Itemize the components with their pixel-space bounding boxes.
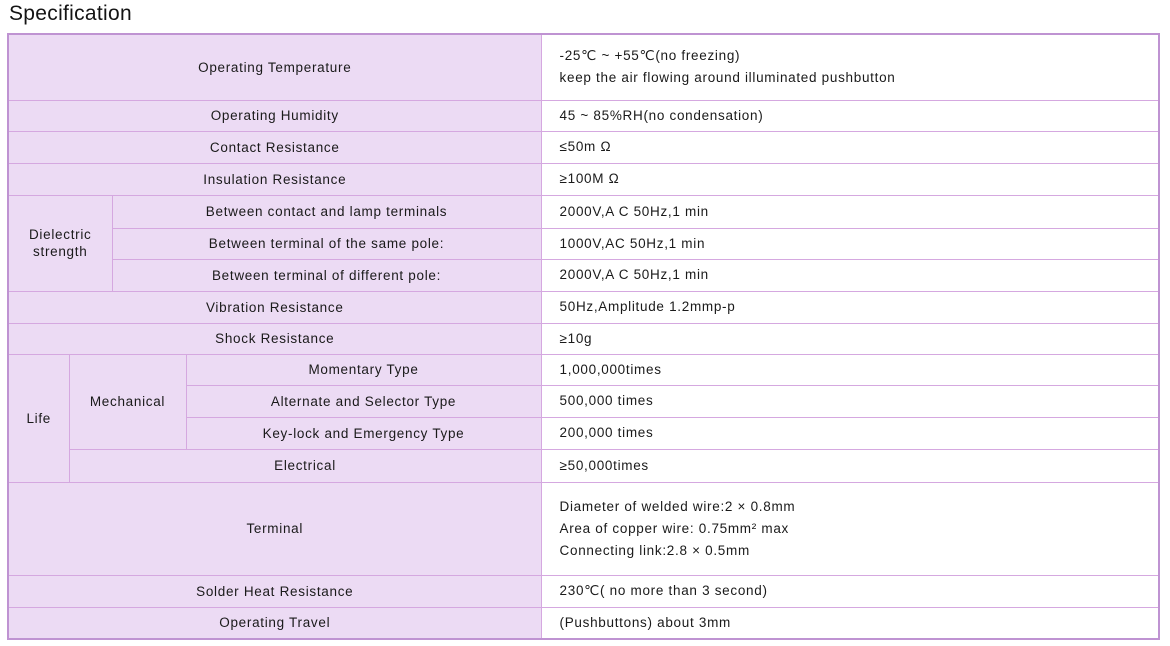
row-insulation-resistance: Insulation Resistance ≥100M Ω — [7, 162, 1160, 196]
label-insulation-resistance: Insulation Resistance — [7, 162, 542, 196]
label-operating-humidity: Operating Humidity — [7, 99, 542, 132]
label-alternate-and-selector-type: Alternate and Selector Type — [185, 384, 542, 418]
value-operating-temperature-line1: -25℃ ~ +55℃(no freezing) — [559, 48, 741, 64]
row-dielectric-contact-lamp: Dielectric strength Between contact and … — [7, 194, 1160, 292]
value-operating-temperature: -25℃ ~ +55℃(no freezing) keep the air fl… — [540, 33, 1160, 101]
row-dielectric-same-pole: Between terminal of the same pole: 1000V… — [8, 227, 1160, 260]
row-operating-travel: Operating Travel (Pushbuttons) about 3mm — [7, 606, 1160, 639]
row-operating-humidity: Operating Humidity 45 ~ 85%RH(no condens… — [7, 99, 1160, 132]
label-dielectric-strength-group: Dielectric strength — [7, 194, 113, 292]
label-contact-resistance: Contact Resistance — [7, 130, 542, 164]
label-shock-resistance: Shock Resistance — [7, 322, 542, 355]
row-contact-resistance: Contact Resistance ≤50m Ω — [7, 130, 1160, 164]
label-operating-travel: Operating Travel — [7, 606, 542, 639]
value-keylock-and-emergency-type: 200,000 times — [540, 416, 1160, 450]
value-momentary-type: 1,000,000times — [540, 353, 1160, 386]
value-operating-travel: (Pushbuttons) about 3mm — [540, 606, 1160, 639]
row-solder-heat-resistance: Solder Heat Resistance 230℃( no more tha… — [7, 574, 1160, 608]
label-keylock-and-emergency-type: Key-lock and Emergency Type — [185, 416, 542, 450]
value-solder-heat-resistance: 230℃( no more than 3 second) — [540, 574, 1160, 608]
label-operating-temperature: Operating Temperature — [7, 33, 542, 101]
page-title: Specification — [9, 2, 132, 25]
label-mechanical-group: Mechanical — [68, 353, 187, 450]
value-terminal-line2: Area of copper wire: 0.75mm² max — [559, 520, 790, 536]
label-terminal: Terminal — [7, 481, 542, 576]
value-contact-resistance: ≤50m Ω — [540, 130, 1160, 164]
label-vibration-resistance: Vibration Resistance — [7, 290, 542, 324]
row-life-alternate-selector: Alternate and Selector Type 500,000 time… — [8, 384, 1160, 418]
value-vibration-resistance: 50Hz,Amplitude 1.2mmp-p — [540, 290, 1160, 324]
value-terminal-line3: Connecting link:2.8 × 0.5mm — [559, 542, 750, 558]
label-between-terminal-different-pole: Between terminal of different pole: — [111, 258, 542, 292]
value-operating-temperature-line2: keep the air flowing around illuminated … — [559, 70, 896, 86]
row-dielectric-different-pole: Between terminal of different pole: 2000… — [8, 258, 1160, 292]
value-between-terminal-different-pole: 2000V,A C 50Hz,1 min — [540, 258, 1160, 292]
specification-table: Operating Temperature -25℃ ~ +55℃(no fre… — [7, 33, 1161, 640]
value-insulation-resistance: ≥100M Ω — [540, 162, 1160, 196]
row-operating-temperature: Operating Temperature -25℃ ~ +55℃(no fre… — [7, 33, 1160, 101]
label-solder-heat-resistance: Solder Heat Resistance — [7, 574, 542, 608]
row-shock-resistance: Shock Resistance ≥10g — [7, 322, 1160, 355]
label-between-terminal-same-pole: Between terminal of the same pole: — [111, 227, 542, 260]
label-electrical: Electrical — [68, 448, 542, 483]
row-life-momentary: Life Mechanical Momentary Type 1,000,000… — [7, 353, 1160, 483]
value-electrical: ≥50,000times — [540, 448, 1160, 483]
row-vibration-resistance: Vibration Resistance 50Hz,Amplitude 1.2m… — [7, 290, 1160, 324]
label-between-contact-and-lamp-terminals: Between contact and lamp terminals — [111, 194, 542, 229]
value-operating-humidity: 45 ~ 85%RH(no condensation) — [540, 99, 1160, 132]
value-between-contact-and-lamp-terminals: 2000V,A C 50Hz,1 min — [540, 194, 1160, 229]
value-between-terminal-same-pole: 1000V,AC 50Hz,1 min — [540, 227, 1160, 260]
label-momentary-type: Momentary Type — [185, 353, 542, 386]
row-terminal: Terminal Diameter of welded wire:2 × 0.8… — [7, 481, 1160, 576]
row-life-keylock-emergency: Key-lock and Emergency Type 200,000 time… — [8, 416, 1160, 450]
value-terminal: Diameter of welded wire:2 × 0.8mm Area o… — [540, 481, 1160, 576]
value-alternate-and-selector-type: 500,000 times — [540, 384, 1160, 418]
row-life-electrical: Electrical ≥50,000times — [8, 448, 1160, 483]
value-shock-resistance: ≥10g — [540, 322, 1160, 355]
label-life-group: Life — [7, 353, 70, 483]
value-terminal-line1: Diameter of welded wire:2 × 0.8mm — [559, 498, 796, 514]
